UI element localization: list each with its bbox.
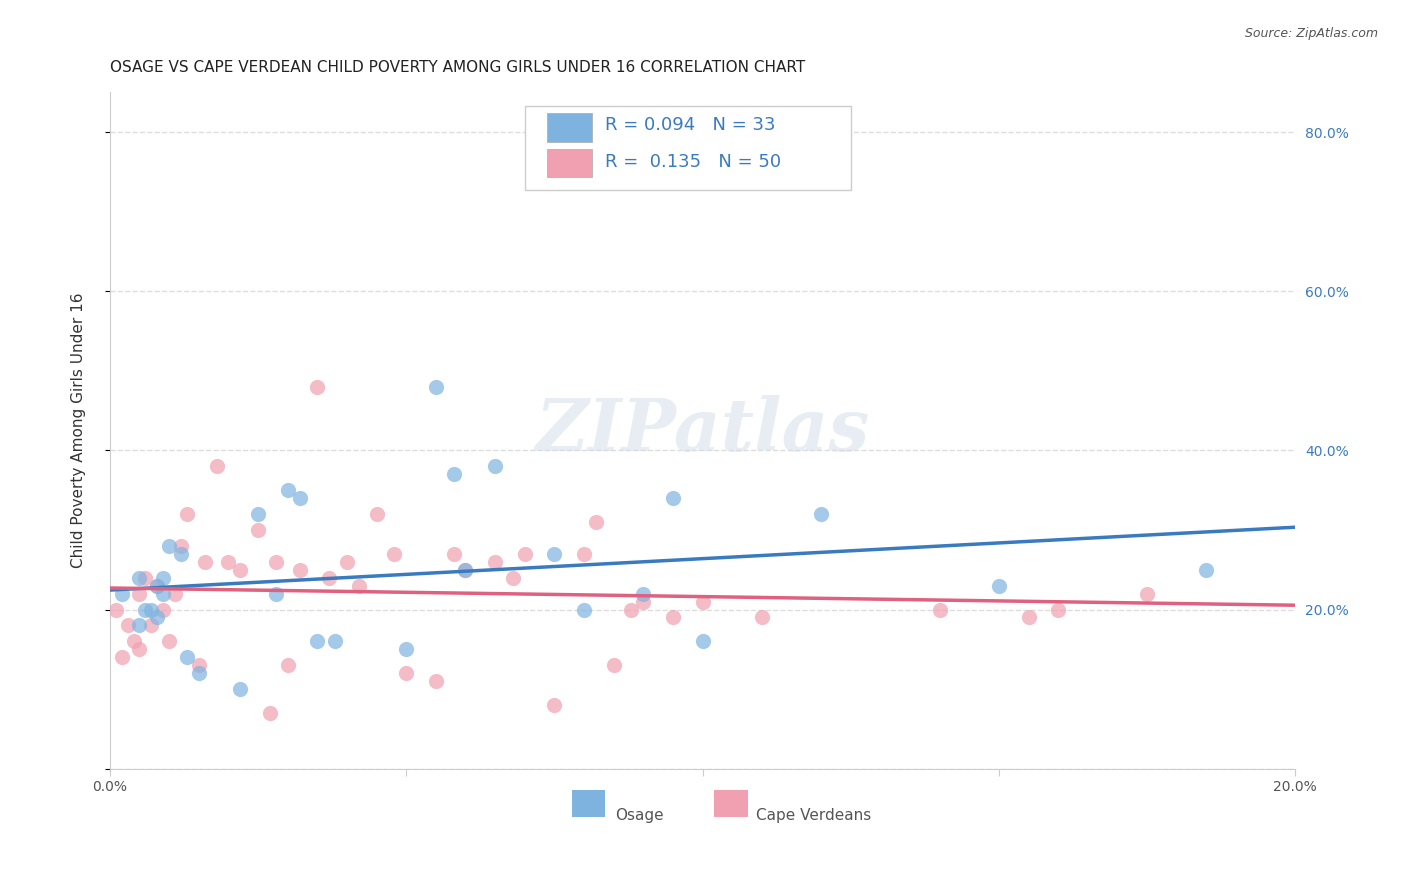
- Point: [620, 602, 643, 616]
- Point: [454, 563, 477, 577]
- Point: [425, 674, 447, 689]
- Point: [336, 555, 359, 569]
- Point: [543, 547, 565, 561]
- Point: [633, 586, 655, 600]
- Point: [318, 571, 340, 585]
- Point: [176, 507, 198, 521]
- Point: [751, 610, 773, 624]
- Point: [264, 586, 287, 600]
- Point: [692, 594, 714, 608]
- Point: [425, 380, 447, 394]
- Text: Osage: Osage: [614, 808, 664, 822]
- Point: [395, 666, 418, 681]
- Point: [484, 555, 506, 569]
- Point: [662, 491, 685, 505]
- Point: [454, 563, 477, 577]
- Point: [111, 650, 134, 665]
- Point: [170, 539, 193, 553]
- Point: [128, 642, 150, 657]
- Point: [146, 579, 169, 593]
- Point: [229, 563, 252, 577]
- Point: [692, 634, 714, 648]
- Point: [307, 634, 329, 648]
- Point: [484, 459, 506, 474]
- Point: [170, 547, 193, 561]
- FancyBboxPatch shape: [714, 790, 748, 817]
- Point: [217, 555, 239, 569]
- Text: Cape Verdeans: Cape Verdeans: [756, 808, 872, 822]
- Y-axis label: Child Poverty Among Girls Under 16: Child Poverty Among Girls Under 16: [72, 293, 86, 568]
- Point: [134, 602, 156, 616]
- Point: [543, 698, 565, 712]
- Point: [187, 658, 209, 673]
- Point: [277, 483, 299, 498]
- Point: [382, 547, 405, 561]
- Text: Source: ZipAtlas.com: Source: ZipAtlas.com: [1244, 27, 1378, 40]
- Point: [146, 610, 169, 624]
- Point: [104, 602, 127, 616]
- Text: ZIPatlas: ZIPatlas: [536, 395, 869, 466]
- Point: [1195, 563, 1218, 577]
- Point: [128, 618, 150, 632]
- FancyBboxPatch shape: [547, 149, 592, 177]
- Point: [810, 507, 832, 521]
- Point: [128, 571, 150, 585]
- Text: R =  0.135   N = 50: R = 0.135 N = 50: [606, 153, 782, 171]
- Point: [502, 571, 524, 585]
- Point: [513, 547, 536, 561]
- Text: R = 0.094   N = 33: R = 0.094 N = 33: [606, 116, 776, 134]
- Point: [117, 618, 139, 632]
- Point: [247, 507, 270, 521]
- Point: [247, 523, 270, 537]
- Point: [288, 491, 311, 505]
- Point: [572, 602, 595, 616]
- Point: [307, 380, 329, 394]
- Point: [259, 706, 281, 720]
- Point: [176, 650, 198, 665]
- FancyBboxPatch shape: [572, 790, 606, 817]
- Point: [987, 579, 1010, 593]
- Point: [111, 586, 134, 600]
- Point: [157, 539, 180, 553]
- Point: [347, 579, 370, 593]
- Point: [163, 586, 186, 600]
- Point: [585, 515, 607, 529]
- Point: [277, 658, 299, 673]
- FancyBboxPatch shape: [524, 106, 851, 191]
- Point: [288, 563, 311, 577]
- Point: [443, 467, 465, 482]
- Point: [366, 507, 388, 521]
- Text: OSAGE VS CAPE VERDEAN CHILD POVERTY AMONG GIRLS UNDER 16 CORRELATION CHART: OSAGE VS CAPE VERDEAN CHILD POVERTY AMON…: [110, 60, 806, 75]
- Point: [141, 618, 163, 632]
- Point: [662, 610, 685, 624]
- Point: [194, 555, 217, 569]
- Point: [229, 682, 252, 697]
- Point: [122, 634, 145, 648]
- Point: [141, 602, 163, 616]
- Point: [128, 586, 150, 600]
- Point: [1047, 602, 1070, 616]
- Point: [146, 579, 169, 593]
- Point: [1136, 586, 1159, 600]
- Point: [205, 459, 228, 474]
- Point: [152, 586, 174, 600]
- Point: [134, 571, 156, 585]
- Point: [152, 602, 174, 616]
- Point: [928, 602, 950, 616]
- Point: [152, 571, 174, 585]
- Point: [572, 547, 595, 561]
- Point: [633, 594, 655, 608]
- FancyBboxPatch shape: [547, 113, 592, 142]
- Point: [602, 658, 624, 673]
- Point: [187, 666, 209, 681]
- Point: [264, 555, 287, 569]
- Point: [157, 634, 180, 648]
- Point: [323, 634, 346, 648]
- Point: [395, 642, 418, 657]
- Point: [443, 547, 465, 561]
- Point: [1018, 610, 1040, 624]
